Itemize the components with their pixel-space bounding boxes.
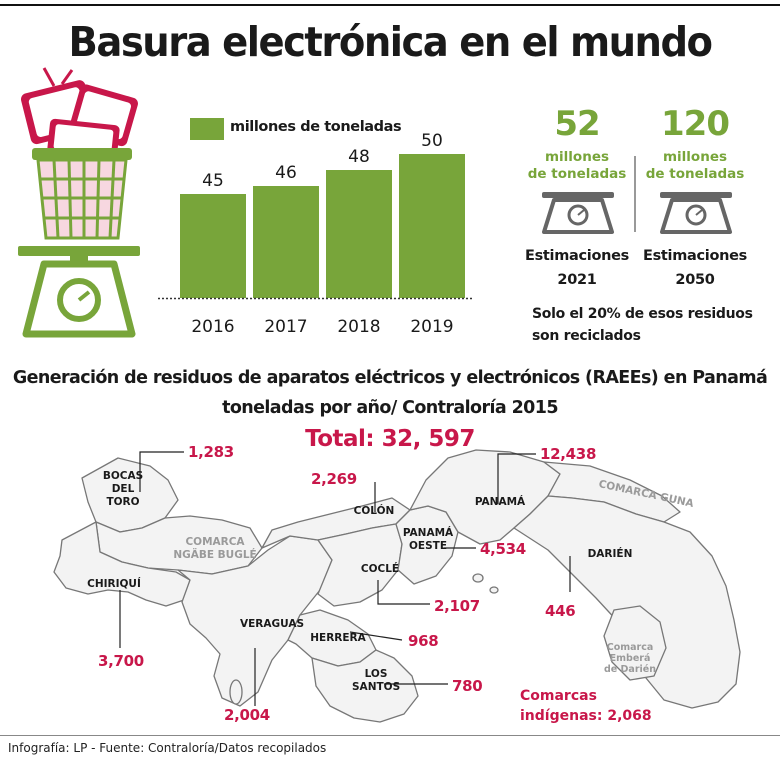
label-colon: COLÓN [353, 505, 395, 517]
top-rule [0, 4, 780, 6]
trash-can-with-tvs-icon [18, 67, 140, 338]
bar-chart: 45 2016 46 2017 48 2018 50 2019 [158, 131, 472, 337]
label-comarca-ngabe-bugle: COMARCA NGÄBE BUGLÉ [173, 536, 257, 561]
recycling-note-line2: son reciclados [532, 328, 641, 344]
bar-value-label-2018: 48 [348, 147, 370, 167]
footer-rule [0, 735, 780, 736]
page-title: Basura electrónica en el mundo [68, 18, 713, 66]
label-panama-oeste: PANAMÁ OESTE [402, 527, 454, 552]
value-veraguas: 2,004 [224, 706, 270, 724]
bar-2017 [253, 186, 319, 298]
value-panama-oeste: 4,534 [480, 540, 526, 558]
recycling-note: Solo el 20% de esos residuos son recicla… [532, 303, 762, 347]
x-tick-label-2018: 2018 [337, 317, 380, 337]
map-subtitle: Generación de residuos de aparatos eléct… [12, 368, 768, 388]
stat-2050-unit-line2: de toneladas [645, 166, 745, 182]
value-bocas-del-toro: 1,283 [188, 443, 234, 461]
scale-icon [542, 192, 614, 234]
bar-value-label-2019: 50 [421, 131, 443, 151]
label-bocas-del-toro: BOCAS DEL TORO [102, 470, 144, 508]
bar-2018 [326, 170, 392, 298]
bar-2016 [180, 194, 246, 298]
x-tick-label-2019: 2019 [410, 317, 453, 337]
value-los-santos: 780 [452, 677, 483, 695]
value-chiriqui: 3,700 [98, 652, 144, 670]
legend-label: millones de toneladas [230, 119, 402, 135]
stat-2050-unit-line1: millones [662, 149, 728, 165]
stat-2050-value: 120 [661, 104, 730, 144]
map-source: toneladas por año/ Contraloría 2015 [222, 398, 558, 418]
label-cocle: COCLÉ [360, 563, 400, 575]
stat-2050-label-line2: 2050 [675, 272, 715, 288]
bar-2019 [399, 154, 465, 298]
value-darien: 446 [545, 602, 576, 620]
bar-value-label-2017: 46 [275, 163, 297, 183]
province-los-santos [311, 649, 419, 723]
label-herrera: HERRERA [310, 632, 366, 644]
map-total: Total: 32, 597 [305, 426, 475, 452]
label-veraguas: VERAGUAS [240, 618, 305, 630]
value-colon: 2,269 [311, 470, 357, 488]
province-chiriqui [53, 521, 191, 607]
value-herrera: 968 [408, 632, 439, 650]
province-cocle [317, 523, 403, 607]
province-darien [513, 495, 741, 709]
province-veraguas [177, 535, 333, 707]
panama-map [53, 449, 741, 723]
footer-credit: Infografía: LP - Fuente: Contraloría/Dat… [8, 741, 327, 755]
label-comarcas-indigenas: Comarcas indígenas: 2,068 [520, 688, 652, 724]
x-tick-label-2016: 2016 [191, 317, 234, 337]
value-cocle: 2,107 [434, 597, 480, 615]
label-los-santos: LOS SANTOS [352, 668, 401, 693]
label-darien: DARIÉN [587, 548, 633, 560]
stat-2021-label-line2: 2021 [557, 272, 597, 288]
label-comarca-embera: Comarca Emberá de Darién [604, 642, 656, 675]
label-panama: PANAMÁ [474, 496, 526, 508]
stats-separator [634, 156, 636, 232]
bar-value-label-2016: 45 [202, 171, 224, 191]
stat-2021-unit-line1: millones [544, 149, 610, 165]
label-chiriqui: CHIRIQUÍ [87, 578, 141, 590]
stat-2050-label-line1: Estimaciones [642, 248, 748, 264]
recycling-note-line1: Solo el 20% de esos residuos [532, 306, 753, 322]
stat-2021-value: 52 [554, 104, 600, 144]
scale-icon [660, 192, 732, 234]
value-panama: 12,438 [540, 445, 597, 463]
legend-swatch [190, 118, 224, 140]
x-tick-label-2017: 2017 [264, 317, 307, 337]
stat-2021-unit-line2: de toneladas [527, 166, 627, 182]
stat-2021-label-line1: Estimaciones [524, 248, 630, 264]
comarca-embera [603, 605, 667, 681]
